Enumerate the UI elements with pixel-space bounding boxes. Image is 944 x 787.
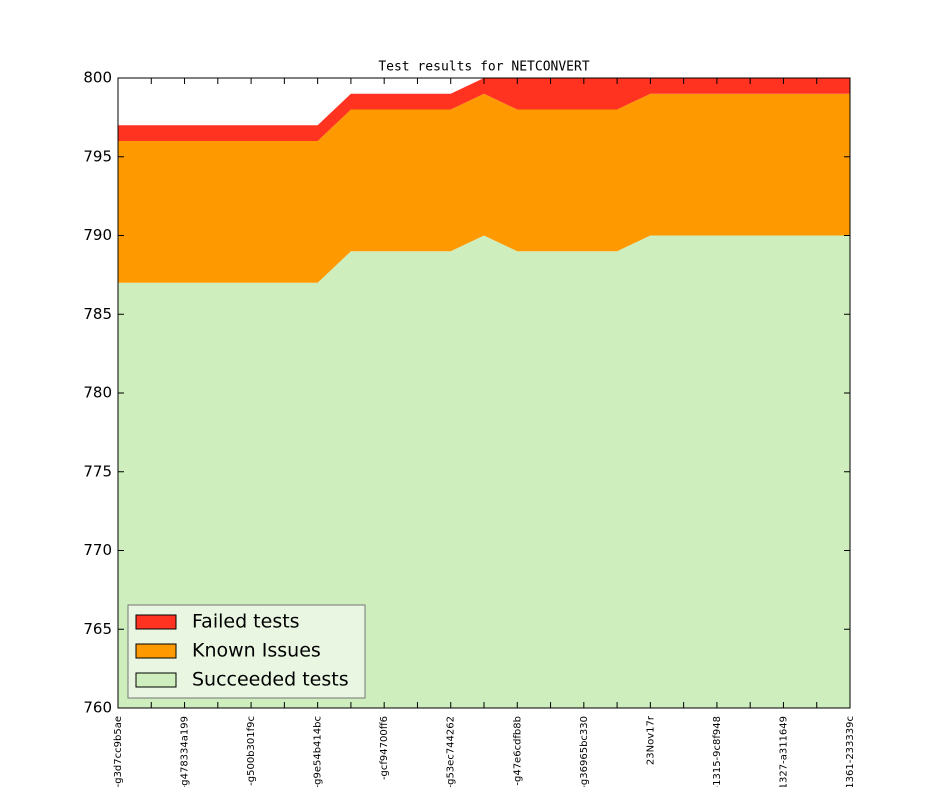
y-tick-label: 795 <box>83 147 112 165</box>
x-tick-label: -g500b301f9c <box>246 716 257 786</box>
legend-label: Known Issues <box>192 640 321 662</box>
legend-label: Failed tests <box>192 611 300 633</box>
legend-swatch <box>135 614 177 630</box>
legend-swatch <box>135 643 177 659</box>
x-tick-label: 23Nov17r <box>645 715 656 765</box>
area <box>118 235 850 708</box>
x-tick-label: -1315-9c8f948 <box>712 716 723 787</box>
y-tick-label: 765 <box>83 620 112 638</box>
y-tick-label: 775 <box>83 462 112 480</box>
x-tick-label: -gcf94700ff6 <box>379 716 390 780</box>
legend-label: Succeeded tests <box>192 669 349 691</box>
x-tick-label: 1361-233339c <box>845 716 856 787</box>
legend-swatch <box>135 672 177 688</box>
x-tick-label: 1327-a311649 <box>778 716 789 787</box>
y-tick-label: 780 <box>83 384 112 402</box>
area <box>118 78 850 141</box>
y-tick-label: 770 <box>83 541 112 559</box>
y-tick-label: 760 <box>83 699 112 717</box>
x-tick-label: -g53ec744262 <box>446 716 457 787</box>
x-tick-label: -g36965bc330 <box>579 716 590 787</box>
y-tick-label: 790 <box>83 226 112 244</box>
x-tick-label: -g9e54b414bc <box>313 716 324 787</box>
x-tick-label: -g478334a199 <box>180 716 191 787</box>
y-tick-label: 800 <box>83 69 112 87</box>
y-tick-label: 785 <box>83 305 112 323</box>
x-tick-label: -g47e6cdfb8b <box>512 716 523 786</box>
x-tick-label: -g3d7cc9b5ae <box>113 716 124 787</box>
plot-frame <box>117 77 851 709</box>
chart-title: Test results for NETCONVERT <box>378 60 589 75</box>
plot-area <box>118 78 850 708</box>
